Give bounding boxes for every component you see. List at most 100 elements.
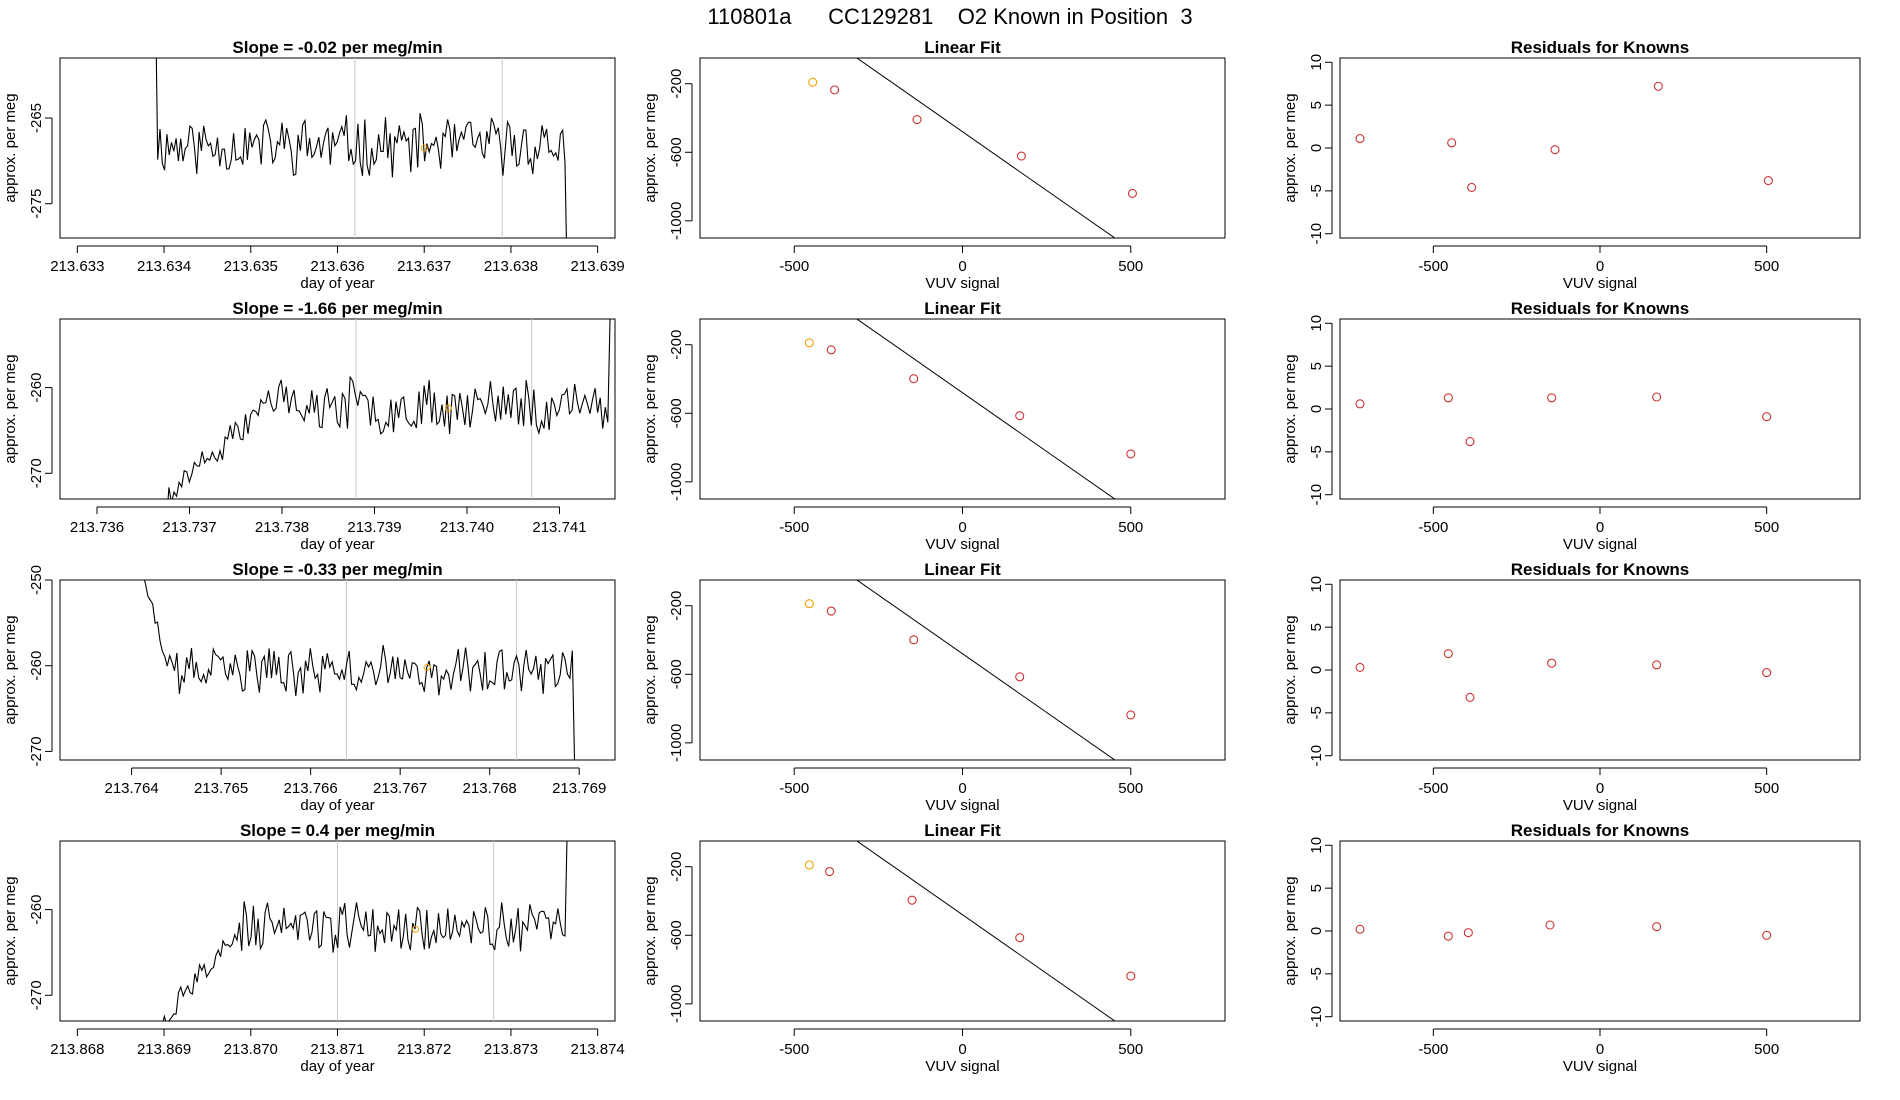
plot-frame xyxy=(59,318,616,500)
y-tick-label: -10 xyxy=(1308,223,1325,245)
x-tick-label: 213.869 xyxy=(137,1041,191,1058)
y-tick-label: 0 xyxy=(1308,144,1325,152)
y-tick-label: -250 xyxy=(28,565,45,595)
panel-r4-res: Residuals for Knowns -500 0 500 VUV signal 10… xyxy=(1282,821,1861,1075)
y-tick-label: -275 xyxy=(28,189,45,219)
data-point xyxy=(830,85,840,95)
y-tick-label: -1000 xyxy=(668,985,685,1023)
x-axis-label: day of year xyxy=(300,275,374,292)
data-point xyxy=(1126,449,1136,459)
plot-area xyxy=(1355,920,1772,941)
data-point xyxy=(826,606,836,616)
data-point xyxy=(1463,928,1473,938)
highlight-point xyxy=(804,599,814,609)
data-point xyxy=(1467,182,1477,192)
x-tick-label: 213.633 xyxy=(50,258,104,275)
panel-title: Residuals for Knowns xyxy=(1511,299,1690,318)
plot-area xyxy=(143,580,576,760)
x-tick-label: 213.636 xyxy=(310,258,364,275)
y-axis-label: approx. per meg xyxy=(2,876,19,985)
data-point xyxy=(1465,437,1475,447)
y-tick-label: -1000 xyxy=(668,724,685,762)
plot-area xyxy=(1355,649,1772,702)
panel-r3-res: Residuals for Knowns -500 0 500 VUV signal 10… xyxy=(1282,560,1861,814)
data-line xyxy=(155,58,567,238)
y-tick-label: -270 xyxy=(28,980,45,1010)
data-point xyxy=(1015,933,1025,943)
plot-frame xyxy=(699,318,1226,500)
y-tick-label: -10 xyxy=(1308,1006,1325,1028)
x-tick-label: 213.634 xyxy=(137,258,191,275)
x-axis-label: day of year xyxy=(300,536,374,553)
y-axis-label: approx. per meg xyxy=(1282,354,1299,463)
panel-r1-res: Residuals for Knowns -500 0 500 VUV signal 10… xyxy=(1282,38,1861,292)
data-point xyxy=(1547,658,1557,668)
data-point xyxy=(1653,81,1663,91)
data-point xyxy=(716,830,724,838)
x-tick-label: 213.767 xyxy=(373,780,427,797)
data-point xyxy=(1443,931,1453,941)
y-tick-label: 5 xyxy=(1308,623,1325,631)
panel-r4-fit: Linear Fit -500 0 500 VUV signal -200 -600 -100… xyxy=(642,821,1226,1075)
highlight-point xyxy=(445,404,452,412)
data-point xyxy=(912,114,922,125)
x-tick-label: 500 xyxy=(1118,519,1143,536)
x-tick-label: 213.870 xyxy=(224,1041,278,1058)
panel-title: Residuals for Knowns xyxy=(1511,821,1690,840)
x-tick-label: -500 xyxy=(779,258,809,275)
x-tick-label: -500 xyxy=(779,780,809,797)
x-tick-label: 213.736 xyxy=(70,519,124,536)
plot-area xyxy=(167,319,611,499)
y-tick-label: -260 xyxy=(28,651,45,681)
x-axis-label: VUV signal xyxy=(925,797,999,814)
data-point xyxy=(907,895,917,905)
x-axis-label: VUV signal xyxy=(925,536,999,553)
data-point xyxy=(1127,188,1138,198)
x-tick-label: 0 xyxy=(958,519,966,536)
plot-area xyxy=(808,58,1138,238)
y-tick-label: -10 xyxy=(1308,745,1325,767)
plot-area xyxy=(162,841,568,1021)
panel-title: Slope = -0.33 per meg/min xyxy=(232,560,442,579)
data-point xyxy=(1762,412,1772,422)
x-tick-label: 0 xyxy=(1596,258,1604,275)
x-tick-label: 0 xyxy=(958,780,966,797)
y-tick-label: -260 xyxy=(28,373,45,403)
x-tick-label: 213.738 xyxy=(255,519,309,536)
data-point xyxy=(1015,672,1025,682)
panel-title: Slope = -1.66 per meg/min xyxy=(232,299,442,318)
y-tick-label: -265 xyxy=(28,103,45,133)
y-tick-label: -200 xyxy=(668,69,685,99)
plot-area xyxy=(804,319,1136,499)
y-tick-label: 0 xyxy=(1308,666,1325,674)
data-point xyxy=(1465,692,1475,702)
data-line xyxy=(143,580,576,760)
x-tick-label: 213.737 xyxy=(162,519,216,536)
y-tick-label: -270 xyxy=(28,736,45,766)
x-tick-label: 0 xyxy=(958,258,966,275)
y-axis-label: approx. per meg xyxy=(1282,615,1299,724)
data-point xyxy=(909,635,919,645)
y-tick-label: -270 xyxy=(28,458,45,488)
highlight-point xyxy=(804,860,814,870)
x-axis-label: day of year xyxy=(300,1058,374,1075)
panel-r1-ts: Slope = -0.02 per meg/min 213.633 213.634 2… xyxy=(2,38,625,292)
highlight-point xyxy=(420,144,428,152)
data-point xyxy=(909,374,919,384)
x-tick-label: 213.635 xyxy=(224,258,278,275)
plot-frame xyxy=(699,57,1226,239)
data-line xyxy=(162,841,568,1021)
y-tick-label: 5 xyxy=(1308,884,1325,892)
panel-title: Linear Fit xyxy=(924,299,1001,318)
data-point xyxy=(1355,662,1365,672)
panel-title: Linear Fit xyxy=(924,560,1001,579)
data-point xyxy=(826,345,836,355)
fit-line xyxy=(855,58,1116,238)
data-point xyxy=(1355,399,1365,409)
y-tick-label: 0 xyxy=(1308,927,1325,935)
y-axis-label: approx. per meg xyxy=(2,354,19,463)
data-point xyxy=(1447,138,1457,148)
x-tick-label: 500 xyxy=(1118,780,1143,797)
x-tick-label: 0 xyxy=(1596,780,1604,797)
data-point xyxy=(1355,134,1365,144)
